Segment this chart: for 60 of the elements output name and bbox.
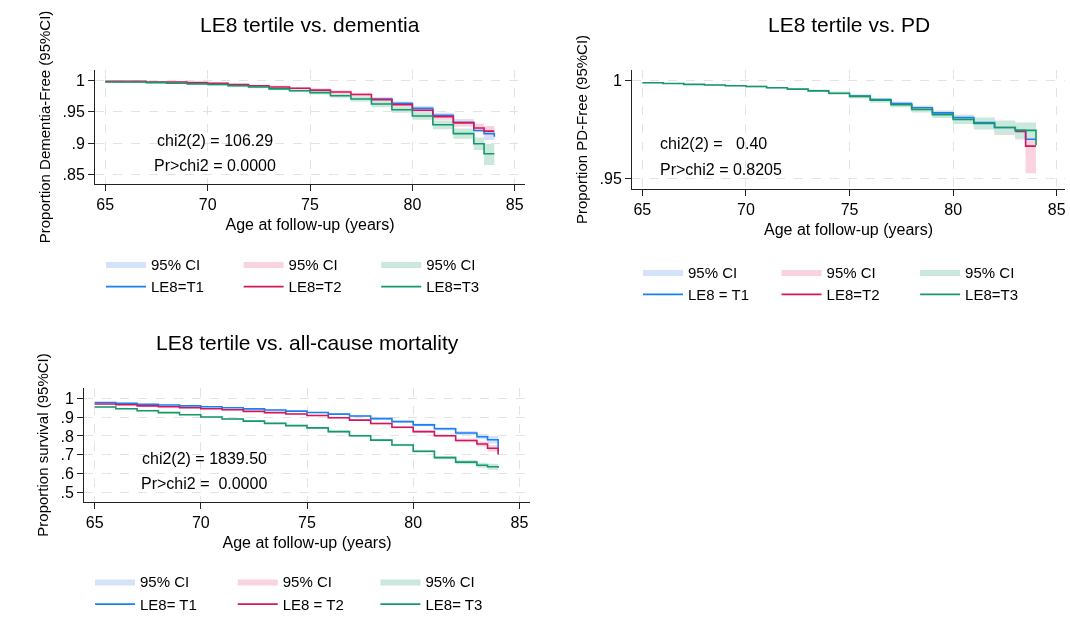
y-tick-label: .5 [60, 484, 74, 502]
x-tick-label: 85 [510, 514, 529, 532]
legend-label: LE8 = T2 [282, 595, 344, 613]
x-tick-label: 75 [301, 196, 319, 214]
chart-title: LE8 tertile vs. all-cause mortality [156, 331, 459, 354]
y-axis-title: Proportion PD-Free (95%CI) [572, 34, 590, 225]
y-tick-label: .85 [62, 166, 85, 184]
x-tick-label: 80 [944, 201, 963, 219]
y-tick-label: 1 [75, 71, 85, 89]
y-tick-label: .7 [60, 446, 74, 464]
legend-label: 95% CI [826, 263, 876, 281]
legend-label: LE8=T2 [826, 286, 880, 304]
y-tick-label: .95 [62, 103, 85, 121]
annotation: chi2(2) = 0.40 [660, 135, 768, 152]
y-axis-title: Proportion survival (95%CI) [33, 353, 51, 537]
legend-label: LE8= T1 [140, 595, 197, 613]
x-axis-title: Age at follow-up (years) [225, 215, 395, 233]
annotation: Pr>chi2 = 0.8205 [660, 161, 782, 178]
x-tick-label: 65 [85, 514, 104, 532]
annotation: chi2(2) = 1839.50 [142, 450, 268, 467]
legend-label: LE8=T3 [426, 278, 480, 296]
legend-label: 95% CI [426, 255, 476, 273]
legend-label: 95% CI [288, 255, 338, 273]
legend-label: LE8=T1 [151, 278, 204, 296]
y-tick-label: 1 [64, 389, 74, 407]
legend-label: 95% CI [688, 263, 738, 281]
y-tick-label: 1 [612, 71, 622, 89]
y-tick-label: .95 [599, 170, 622, 188]
legend-label: 95% CI [151, 255, 201, 273]
x-tick-label: 80 [404, 514, 423, 532]
legend-label: 95% CI [425, 573, 475, 591]
chart-title: LE8 tertile vs. dementia [200, 13, 420, 36]
legend-label: LE8 = T1 [688, 286, 750, 304]
chart-title: LE8 tertile vs. PD [768, 13, 931, 36]
x-tick-label: 70 [198, 196, 217, 214]
x-tick-label: 80 [403, 196, 422, 214]
x-tick-label: 65 [96, 196, 115, 214]
legend-label: 95% CI [140, 573, 190, 591]
legend-label: 95% CI [282, 573, 332, 591]
annotation: Pr>chi2 = 0.0000 [154, 157, 276, 174]
y-tick-label: .9 [71, 134, 85, 152]
legend-label: LE8= T3 [425, 595, 483, 613]
x-tick-label: 65 [633, 201, 652, 219]
x-tick-label: 70 [737, 201, 755, 219]
y-axis-title: Proportion Dementia-Free (95%CI) [35, 10, 53, 244]
x-axis-title: Age at follow-up (years) [222, 533, 392, 551]
x-axis-title: Age at follow-up (years) [764, 220, 933, 238]
legend-label: LE8=T2 [288, 278, 342, 296]
annotation: chi2(2) = 106.29 [157, 132, 274, 149]
y-tick-label: .9 [60, 408, 74, 426]
y-tick-label: .8 [60, 427, 74, 445]
legend-label: LE8=T3 [965, 286, 1019, 304]
x-tick-label: 75 [840, 201, 859, 219]
x-tick-label: 70 [191, 514, 210, 532]
x-tick-label: 85 [505, 196, 524, 214]
legend-label: 95% CI [965, 263, 1015, 281]
annotation: Pr>chi2 = 0.0000 [141, 475, 268, 492]
y-tick-label: .6 [60, 465, 74, 483]
x-tick-label: 85 [1047, 201, 1066, 219]
x-tick-label: 75 [298, 514, 316, 532]
